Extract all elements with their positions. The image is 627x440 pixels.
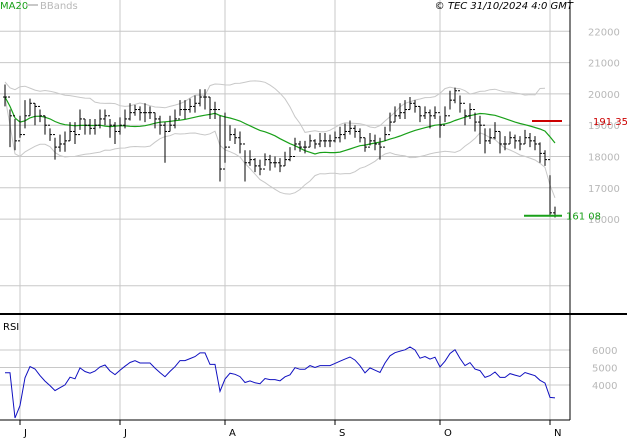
rsi-ytick-label: 6000 <box>592 346 617 357</box>
rsi-ytick-label: 4000 <box>592 381 617 392</box>
xtick-label: J <box>23 428 27 439</box>
ma-legend-label: MA20 <box>0 1 28 12</box>
xtick-label: O <box>444 428 452 439</box>
price-ytick-label: 19000 <box>588 121 620 132</box>
ohlc-bars <box>3 84 557 218</box>
price-annotations <box>524 119 562 217</box>
rsi-ytick-label: 5000 <box>592 364 617 375</box>
rsi-label: RSI <box>3 322 19 333</box>
last-low-label: 161 08 <box>566 212 601 223</box>
xtick-label: S <box>339 428 345 439</box>
last-high-label: 191 35 <box>593 117 627 128</box>
price-ytick-label: 16000 <box>588 215 620 226</box>
price-ytick-label: 22000 <box>588 27 620 38</box>
rsi-path <box>5 346 556 419</box>
lower-band <box>4 96 556 198</box>
bb-legend-label: BBands <box>40 1 78 12</box>
price-grid <box>0 0 570 420</box>
price-ytick-label: 18000 <box>588 153 620 164</box>
xtick-label: N <box>554 428 561 439</box>
rsi-grid <box>0 349 570 386</box>
price-ytick-label: 20000 <box>588 90 620 101</box>
xtick-label: J <box>123 428 127 439</box>
upper-band <box>4 80 546 133</box>
price-ytick-label: 21000 <box>588 59 620 70</box>
price-ytick-label: 17000 <box>588 184 620 195</box>
xtick-label: A <box>229 428 236 439</box>
copyright-text: © TEC 31/10/2024 4:0 GMT <box>435 1 574 12</box>
rsi-line <box>5 346 556 419</box>
